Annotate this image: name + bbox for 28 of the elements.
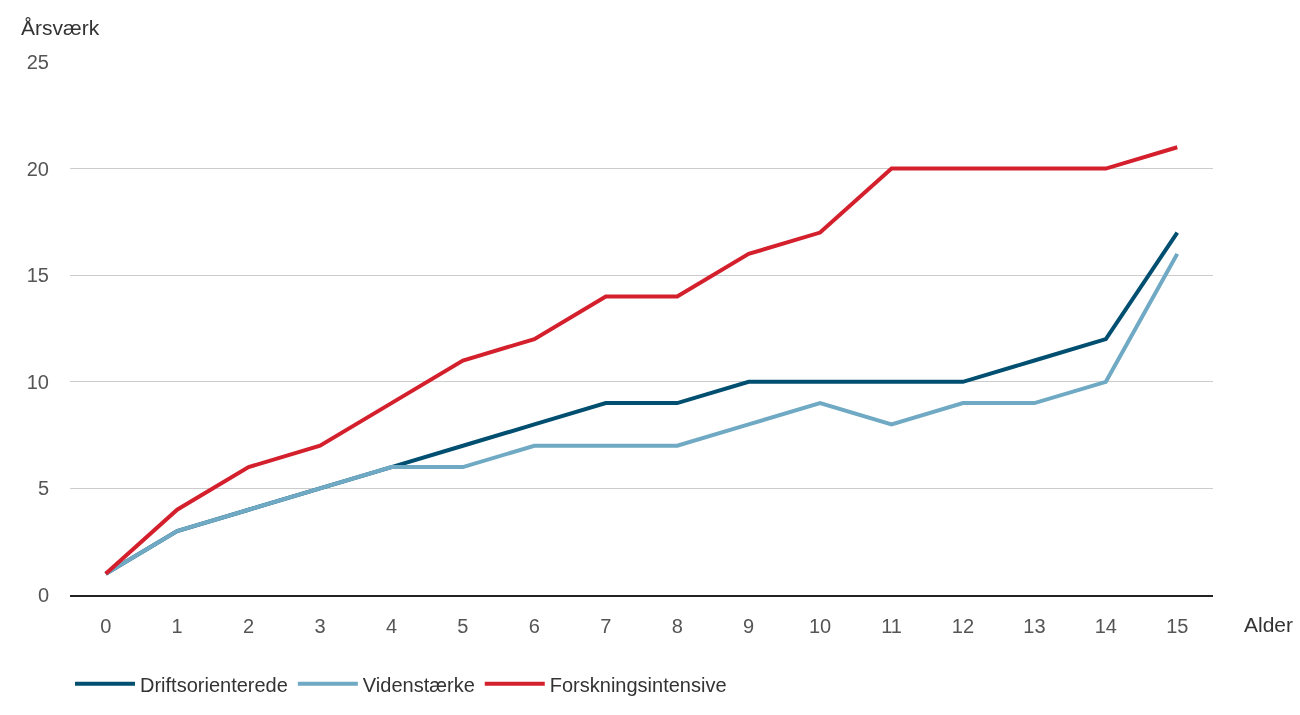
x-tick-label: 15 (1166, 615, 1189, 637)
y-tick-label: 5 (37, 477, 49, 500)
x-tick-label: 1 (171, 615, 183, 637)
x-tick-label: 6 (528, 615, 540, 637)
x-tick-label: 8 (671, 615, 683, 637)
x-tick-label: 5 (457, 615, 469, 637)
x-tick-label: 9 (743, 615, 755, 637)
y-tick-label: 20 (26, 157, 49, 180)
y-axis-title: Årsværk (21, 16, 100, 39)
x-tick-label: 11 (881, 615, 902, 637)
y-tick-label: 15 (26, 264, 49, 287)
y-tick-label: 25 (26, 51, 49, 73)
line-series (103, 145, 1180, 576)
x-tick-label: 10 (808, 615, 832, 637)
x-tick-label: 7 (600, 615, 612, 637)
legend-label: Videnstærke (362, 673, 475, 696)
x-tick-label: 13 (1023, 615, 1046, 637)
y-tick-label: 0 (37, 584, 49, 606)
legend-label: Driftsorienterede (140, 673, 288, 696)
x-tick-label: 2 (243, 615, 255, 637)
x-tick-label: 4 (385, 615, 398, 637)
x-tick-label: 3 (314, 615, 326, 637)
x-tick-label: 14 (1094, 615, 1117, 637)
x-tick-label: 0 (100, 615, 112, 637)
x-tick-label: 12 (951, 615, 975, 637)
y-tick-label: 10 (26, 370, 49, 393)
x-axis-title: Alder (1244, 613, 1294, 636)
legend-label: Forskningsintensive (549, 673, 727, 696)
